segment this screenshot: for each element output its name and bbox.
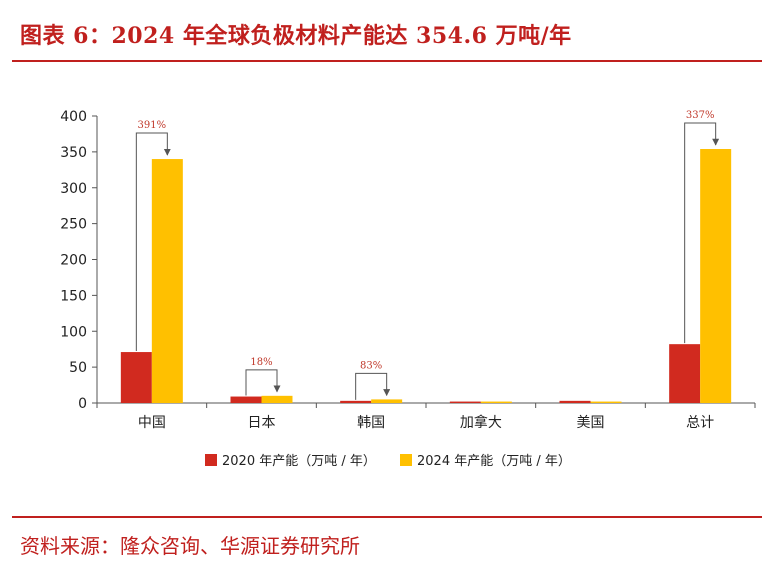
- growth-label: 83%: [360, 360, 382, 371]
- x-tick-label: 韩国: [357, 415, 385, 431]
- bar: [590, 401, 622, 403]
- x-tick-label: 美国: [577, 415, 605, 431]
- legend-swatch: [400, 454, 412, 466]
- y-tick-label: 350: [60, 145, 87, 161]
- chart-bars: [120, 149, 732, 403]
- x-tick-label: 总计: [686, 415, 714, 431]
- bar: [480, 401, 512, 403]
- y-tick-label: 150: [60, 288, 87, 304]
- title-divider: [12, 60, 762, 62]
- y-tick-label: 50: [69, 360, 87, 376]
- bar: [449, 401, 481, 403]
- legend-swatch: [205, 454, 217, 466]
- y-tick-label: 300: [60, 181, 87, 197]
- x-tick-label: 中国: [138, 415, 166, 431]
- chart-axes: 0 50 100 150 200 250 300 350 400 中国 日本 韩国 加拿大 美国 总计: [60, 109, 756, 431]
- bar: [340, 400, 372, 403]
- y-tick-label: 100: [60, 324, 87, 340]
- growth-arrow: [245, 369, 281, 396]
- growth-label: 337%: [686, 110, 715, 121]
- growth-arrow: [355, 372, 391, 400]
- legend-label: 2020 年产能（万吨 / 年）: [222, 454, 376, 469]
- bar: [120, 352, 152, 403]
- source-divider: [12, 516, 762, 518]
- growth-label: 18%: [250, 357, 272, 368]
- bar: [151, 159, 183, 403]
- bar: [669, 344, 701, 403]
- y-tick-label: 250: [60, 217, 87, 233]
- y-tick-label: 0: [78, 396, 87, 412]
- legend-label: 2024 年产能（万吨 / 年）: [417, 454, 571, 469]
- x-tick-label: 加拿大: [460, 414, 502, 431]
- source-note: 资料来源：隆众咨询、华源证券研究所: [20, 534, 360, 558]
- bar-chart: 0 50 100 150 200 250 300 350 400 中国 日本 韩国 加拿大 美国 总计 39…: [60, 109, 756, 469]
- bar: [371, 399, 403, 403]
- chart-annotations: 391% 18% 83% 337%: [135, 110, 720, 400]
- growth-label: 391%: [138, 120, 167, 131]
- bar: [700, 149, 732, 403]
- figure-title: 图表 6：2024 年全球负极材料产能达 354.6 万吨/年: [20, 23, 572, 49]
- y-tick-label: 200: [60, 253, 87, 269]
- growth-arrow: [684, 122, 720, 344]
- chart-legend: 2020 年产能（万吨 / 年） 2024 年产能（万吨 / 年）: [205, 454, 571, 469]
- x-tick-label: 日本: [248, 415, 276, 431]
- bar: [261, 395, 293, 403]
- bar: [230, 396, 262, 403]
- y-tick-label: 400: [60, 109, 87, 125]
- growth-arrow: [135, 132, 171, 352]
- bar: [559, 400, 591, 403]
